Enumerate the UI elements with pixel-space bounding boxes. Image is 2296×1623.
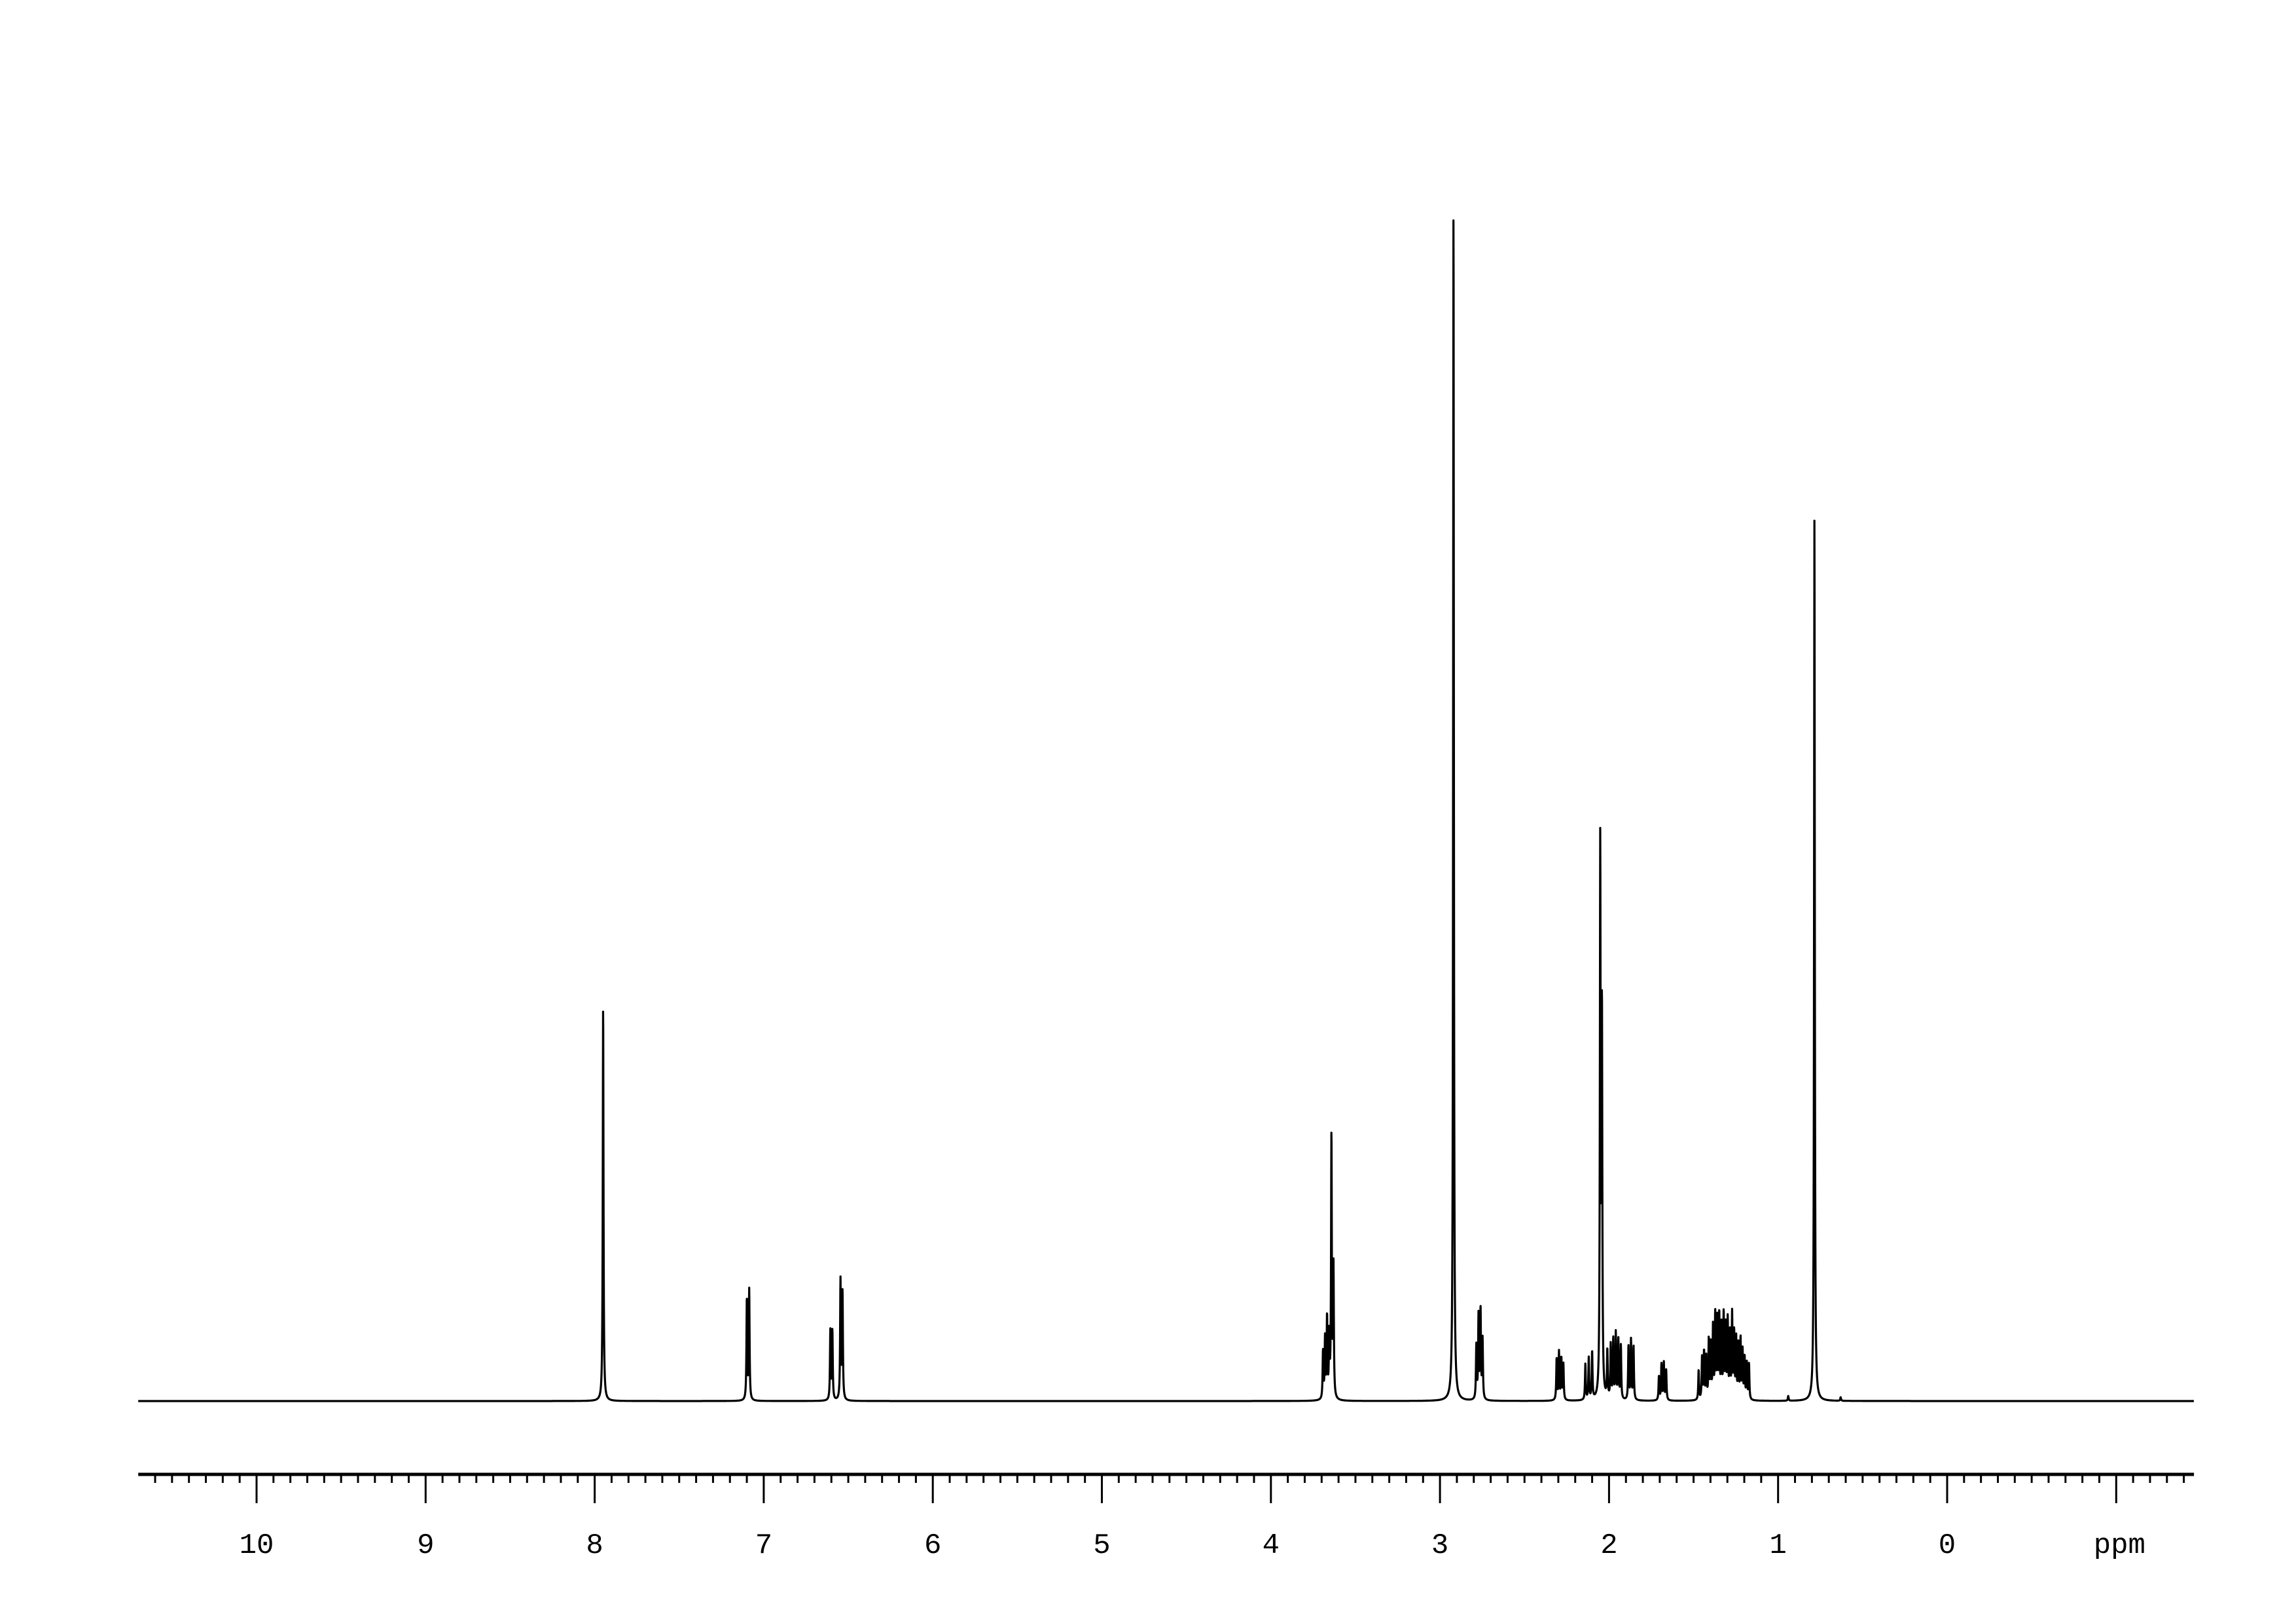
x-tick-label: 8	[586, 1529, 603, 1562]
x-tick-label: 9	[417, 1529, 434, 1562]
x-axis: 10 9 8 7 6 5 4 3 2 1 0 ppm	[138, 1472, 2195, 1562]
x-tick-label: 3	[1431, 1529, 1448, 1562]
spectrum-line	[137, 219, 2195, 1402]
x-tick-label: 6	[924, 1529, 941, 1562]
x-tick-label: 7	[755, 1529, 772, 1562]
x-tick-label: 1	[1769, 1529, 1786, 1562]
x-tick-label: 0	[1939, 1529, 1956, 1562]
x-tick-label: 4	[1263, 1529, 1280, 1562]
x-tick-label: 5	[1093, 1529, 1110, 1562]
x-tick-label: 2	[1600, 1529, 1617, 1562]
x-tick-label: 10	[240, 1529, 274, 1562]
x-axis-label: ppm	[2094, 1529, 2145, 1562]
